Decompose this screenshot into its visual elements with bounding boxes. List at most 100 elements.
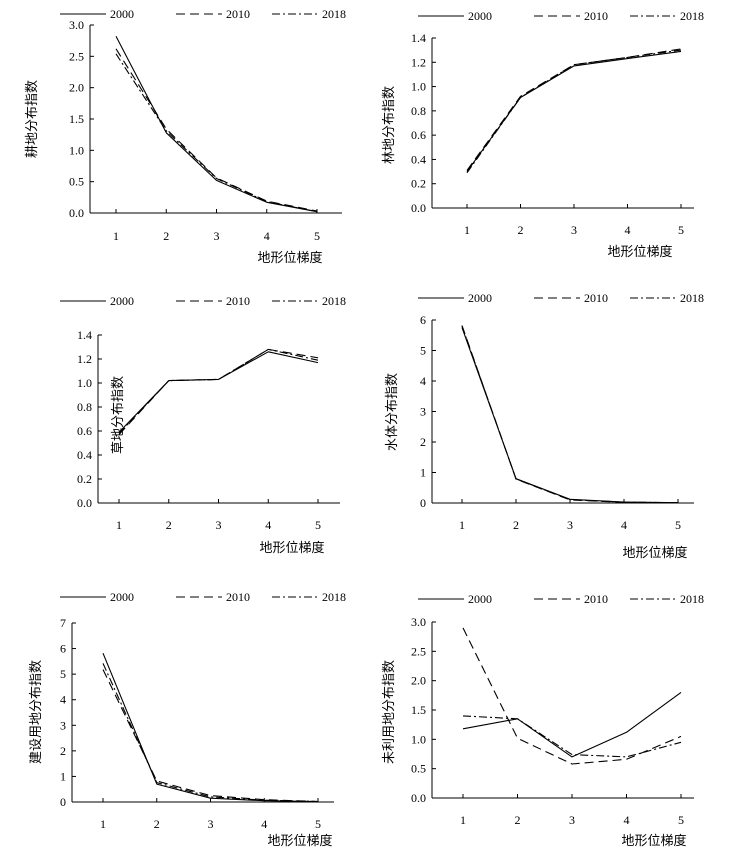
x-axis-title: 地形位梯度 <box>259 540 324 555</box>
y-tick-label: 0.2 <box>411 177 426 191</box>
x-axis-title: 地形位梯度 <box>267 833 332 848</box>
series-line-2010 <box>462 627 682 765</box>
x-tick-label: 1 <box>113 229 119 243</box>
x-tick-label: 5 <box>315 817 321 831</box>
legend-label-2000: 2000 <box>468 9 492 23</box>
y-tick-label: 5 <box>420 344 426 358</box>
x-tick-label: 5 <box>675 518 681 532</box>
legend-label-2010: 2010 <box>584 592 608 606</box>
y-tick-label: 0.4 <box>411 152 426 166</box>
series-line-2018 <box>102 663 319 803</box>
y-tick-label: 4 <box>60 693 66 707</box>
series-line-2018 <box>461 325 679 504</box>
y-tick-label: 0 <box>420 496 426 510</box>
x-tick-label: 3 <box>208 817 214 831</box>
x-tick-label: 2 <box>518 223 524 237</box>
y-axis-title: 建设用地分布指数 <box>28 660 43 764</box>
x-tick-label: 3 <box>567 518 573 532</box>
series-line-2000 <box>102 652 319 803</box>
chart-panel-3: 2000 2010 2018 0.0 0.2 0.4 0.6 0.8 1.0 1.2 1.4 1 2 3 4… <box>60 294 346 555</box>
y-tick-label: 0.0 <box>69 206 84 220</box>
chart-panel-4: 2000 2010 2018 0 1 2 3 4 5 6 1 2 3 4 5 地形位梯度 水体分布指数 <box>384 291 704 560</box>
y-tick-label: 1.0 <box>411 732 426 746</box>
x-tick-label: 5 <box>315 518 321 532</box>
x-tick-label: 3 <box>216 518 222 532</box>
chart-panel-5: 2000 2010 2018 0 1 2 3 4 5 6 7 1 2 3 4 5 地形位梯度 建设用地分布指数 <box>28 590 346 848</box>
legend-label-2018: 2018 <box>680 592 704 606</box>
x-tick-label: 1 <box>116 518 122 532</box>
x-tick-label: 5 <box>678 813 684 827</box>
x-tick-label: 2 <box>163 229 169 243</box>
x-tick-label: 1 <box>464 223 470 237</box>
series-line-2010 <box>115 48 318 212</box>
series-line-2000 <box>466 50 682 172</box>
legend-label-2010: 2010 <box>226 294 250 308</box>
x-tick-label: 3 <box>569 813 575 827</box>
x-axis-title: 地形位梯度 <box>622 545 687 560</box>
series-line-2000 <box>118 351 319 433</box>
x-tick-label: 4 <box>261 817 267 831</box>
series-line-2010 <box>102 669 319 803</box>
x-axis-title: 地形位梯度 <box>257 250 322 265</box>
y-tick-label: 1 <box>420 466 426 480</box>
series-line-2018 <box>115 53 318 213</box>
y-tick-label: 0.0 <box>77 496 92 510</box>
x-tick-label: 4 <box>624 813 630 827</box>
legend-label-2010: 2010 <box>584 291 608 305</box>
y-tick-label: 5 <box>60 667 66 681</box>
series-line-2000 <box>461 327 679 504</box>
y-tick-label: 0 <box>60 795 66 809</box>
y-axis-title: 未利用地分布指数 <box>381 660 396 764</box>
series-line-2000 <box>115 36 318 213</box>
y-tick-label: 2.5 <box>411 644 426 658</box>
series-line-2018 <box>466 49 682 174</box>
y-axis-title: 林地分布指数 <box>381 86 396 164</box>
legend-label-2010: 2010 <box>584 9 608 23</box>
legend-label-2000: 2000 <box>110 7 134 21</box>
y-tick-label: 2.5 <box>69 49 84 63</box>
y-tick-label: 1.2 <box>77 352 92 366</box>
y-tick-label: 2.0 <box>69 81 84 95</box>
y-axis-title: 水体分布指数 <box>384 373 399 451</box>
x-axis-title: 地形位梯度 <box>621 833 686 848</box>
y-tick-label: 1 <box>60 769 66 783</box>
x-tick-label: 4 <box>621 518 627 532</box>
y-tick-label: 0.0 <box>411 201 426 215</box>
legend-label-2000: 2000 <box>468 592 492 606</box>
y-tick-label: 1.0 <box>77 376 92 390</box>
y-tick-label: 1.4 <box>77 328 92 342</box>
series-line-2010 <box>118 348 319 435</box>
y-tick-label: 2 <box>420 435 426 449</box>
y-tick-label: 0.5 <box>69 175 84 189</box>
legend-label-2018: 2018 <box>322 294 346 308</box>
y-tick-label: 0.6 <box>77 424 92 438</box>
chart-panel-1: 2000 2010 2018 0.0 0.5 1.0 1.5 2.0 2.5 3.0 1 2 3 4 5 地形… <box>24 7 346 265</box>
x-axis-title: 地形位梯度 <box>607 244 672 259</box>
series-line-2018 <box>118 348 319 434</box>
x-tick-label: 1 <box>460 813 466 827</box>
legend-label-2018: 2018 <box>680 291 704 305</box>
series-line-2018 <box>462 715 682 758</box>
chart-panel-2: 2000 2010 2018 0.0 0.2 0.4 0.6 0.8 1.0 1.2 1.4 1 2 3 4… <box>381 9 704 259</box>
y-tick-label: 3.0 <box>411 615 426 629</box>
y-tick-label: 2.0 <box>411 674 426 688</box>
y-tick-label: 1.5 <box>69 112 84 126</box>
legend-label-2010: 2010 <box>226 590 250 604</box>
legend-label-2000: 2000 <box>110 294 134 308</box>
y-tick-label: 3 <box>420 405 426 419</box>
series-line-2000 <box>462 691 682 758</box>
legend-label-2018: 2018 <box>322 590 346 604</box>
y-tick-label: 6 <box>420 313 426 327</box>
legend-label-2000: 2000 <box>468 291 492 305</box>
chart-panel-6: 2000 2010 2018 0.0 0.5 1.0 1.5 2.0 2.5 3.0 1 2 3 4 5 地形… <box>381 592 704 848</box>
x-tick-label: 2 <box>515 813 521 827</box>
y-tick-label: 0.6 <box>411 128 426 142</box>
legend-label-2000: 2000 <box>110 590 134 604</box>
y-tick-label: 0.2 <box>77 472 92 486</box>
y-tick-label: 1.0 <box>69 143 84 157</box>
x-tick-label: 4 <box>265 518 271 532</box>
y-tick-label: 3 <box>60 718 66 732</box>
y-tick-label: 0.8 <box>77 400 92 414</box>
legend-label-2018: 2018 <box>322 7 346 21</box>
